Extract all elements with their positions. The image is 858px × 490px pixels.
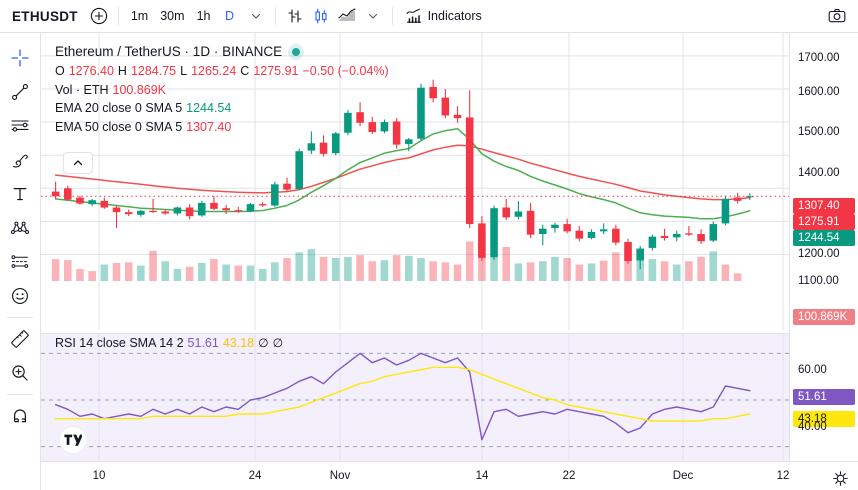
chart-type-bars-button[interactable]: [282, 3, 308, 29]
rsi-legend: RSI 14 close SMA 14 2 51.61 43.18 ∅ ∅: [55, 336, 283, 350]
price-plot: [41, 33, 789, 330]
rsi-badge-value: 51.61: [793, 389, 855, 405]
timeframe-1h[interactable]: 1h: [196, 9, 211, 23]
bars-icon: [288, 9, 302, 23]
price-tick-1700: 1700.00: [798, 52, 840, 64]
price-tick-1400: 1400.00: [798, 167, 840, 179]
time-axis[interactable]: 10 24 Nov 14 22 Dec 12: [41, 461, 858, 490]
drawing-toolbar: [0, 33, 41, 490]
price-tick-1200: 1200.00: [798, 248, 840, 260]
snapshot-button[interactable]: [824, 3, 850, 29]
rsi-value: 51.61: [187, 336, 219, 350]
timeframe-d[interactable]: D: [225, 9, 235, 23]
rsi-tick-40: 40.00: [798, 421, 827, 433]
tool-horizontal-lines[interactable]: [5, 109, 35, 143]
magnet-icon: [14, 409, 26, 423]
rsi-plot: [41, 334, 789, 461]
tool-crosshair[interactable]: [5, 41, 35, 75]
camera-icon: [828, 9, 846, 23]
rsi-sma-badge-value: 43.18: [793, 411, 855, 427]
horizontal-lines-icon: [11, 120, 29, 132]
rsi-hide-icon-1[interactable]: ∅: [258, 336, 269, 350]
time-tick-24: 24: [248, 470, 262, 482]
rsi-hide-icon-2[interactable]: ∅: [272, 336, 284, 350]
time-tick-dec: Dec: [672, 470, 694, 482]
price-badge-last: 1275.91: [793, 214, 855, 230]
trend-line-icon: [12, 84, 28, 100]
price-badge-ema50: 1307.40: [793, 198, 855, 214]
time-tick-14: 14: [475, 470, 489, 482]
tool-prediction[interactable]: [5, 245, 35, 279]
tradingview-logo[interactable]: [59, 426, 87, 454]
zoom-in-icon: [12, 365, 28, 381]
chart-type-area-button[interactable]: [334, 3, 360, 29]
indicators-label: Indicators: [427, 9, 482, 23]
tool-trend-line[interactable]: [5, 75, 35, 109]
tradingview-logo-icon: [64, 434, 82, 446]
prediction-icon: [11, 255, 29, 268]
rsi-label: RSI 14 close SMA 14 2: [55, 336, 184, 350]
timeframe-30m[interactable]: 30m: [160, 9, 185, 23]
chart-type-candles-button[interactable]: [308, 3, 334, 29]
price-badge-volume: 100.869K: [793, 309, 855, 325]
emoji-icon: [12, 288, 28, 304]
chevron-up-icon: [73, 160, 83, 166]
rsi-sma-value: 43.18: [222, 336, 255, 350]
chart-settings-button[interactable]: [830, 468, 850, 488]
price-tick-1100: 1100.00: [798, 275, 839, 287]
symbol-title[interactable]: ETHUSDT: [12, 8, 78, 24]
toolbar-divider-2: [274, 7, 276, 25]
crosshair-icon: [11, 49, 29, 67]
time-tick-nov: Nov: [329, 470, 351, 482]
tool-magnet[interactable]: [5, 399, 35, 433]
gear-icon: [832, 470, 848, 486]
timeframe-1m[interactable]: 1m: [130, 9, 149, 23]
tool-measure[interactable]: [5, 322, 35, 356]
rsi-tick-60: 60.00: [798, 364, 827, 376]
toolbar-divider: [117, 7, 119, 25]
tool-brush[interactable]: [5, 143, 35, 177]
time-tick-10: 10: [92, 470, 106, 482]
indicators-button[interactable]: Indicators: [399, 3, 488, 29]
collapse-legend-button[interactable]: [63, 152, 93, 174]
tool-text[interactable]: [5, 177, 35, 211]
price-badge-ema20: 1244.54: [793, 230, 855, 246]
pattern-icon: [11, 221, 29, 234]
rsi-pane[interactable]: RSI 14 close SMA 14 2 51.61 43.18 ∅ ∅: [41, 333, 789, 461]
timeframe-dropdown-button[interactable]: [243, 3, 269, 29]
candles-icon: [315, 8, 327, 24]
toolbar-divider-3: [391, 7, 393, 25]
price-axis[interactable]: 1700.00 1600.00 1500.00 1400.00 1200.00 …: [790, 33, 858, 461]
indicators-icon: [406, 8, 421, 23]
price-pane[interactable]: Ethereum / TetherUS · 1D · BINANCE O 1276…: [41, 33, 789, 330]
time-tick-12: 12: [776, 470, 790, 482]
chevron-down-icon: [251, 13, 260, 19]
tool-pattern[interactable]: [5, 211, 35, 245]
measure-icon: [11, 330, 29, 348]
price-tick-1600: 1600.00: [798, 86, 840, 98]
add-symbol-button[interactable]: [86, 3, 112, 29]
tool-emoji[interactable]: [5, 279, 35, 313]
price-tick-1500: 1500.00: [798, 126, 840, 138]
top-toolbar: ETHUSDT 1m 30m 1h D: [0, 0, 858, 33]
toolbar-separator-1: [7, 317, 33, 318]
toolbar-separator-2: [7, 394, 33, 395]
text-icon: [13, 187, 27, 201]
brush-icon: [13, 154, 28, 168]
chart-type-dropdown-button[interactable]: [360, 3, 386, 29]
chart-canvas[interactable]: Ethereum / TetherUS · 1D · BINANCE O 1276…: [41, 33, 790, 461]
tool-zoom-in[interactable]: [5, 356, 35, 390]
time-tick-22: 22: [562, 470, 576, 482]
plus-circle-icon: [90, 7, 108, 25]
area-icon: [338, 8, 356, 21]
chevron-down-icon-2: [368, 13, 377, 19]
